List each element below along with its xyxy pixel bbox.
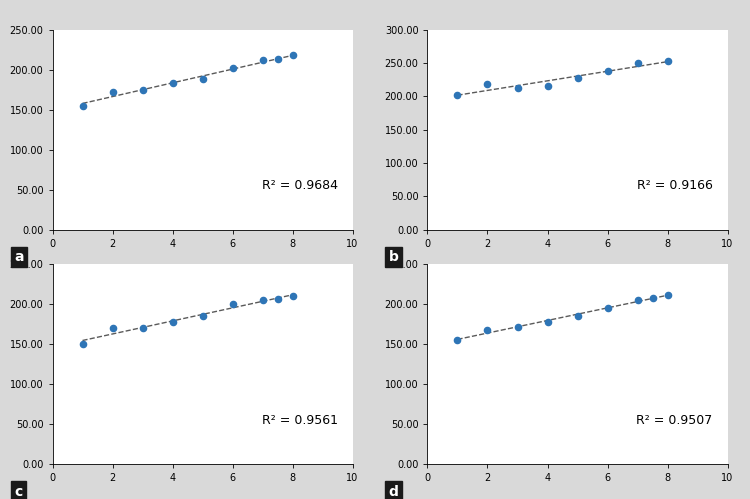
Text: c: c xyxy=(15,485,23,499)
Point xyxy=(136,324,148,332)
Point xyxy=(226,300,238,308)
Point xyxy=(452,336,464,344)
Point xyxy=(662,57,674,65)
Point xyxy=(256,56,268,64)
Point xyxy=(136,86,148,94)
Point xyxy=(286,51,298,59)
Point xyxy=(512,84,524,92)
Point xyxy=(662,291,674,299)
Text: R² = 0.9166: R² = 0.9166 xyxy=(637,179,712,192)
Point xyxy=(482,326,494,334)
Text: d: d xyxy=(388,485,399,499)
Point xyxy=(482,80,494,88)
Point xyxy=(512,323,524,331)
Point xyxy=(272,295,284,303)
Point xyxy=(76,340,88,348)
Point xyxy=(542,318,554,326)
Text: R² = 0.9507: R² = 0.9507 xyxy=(636,414,712,427)
Point xyxy=(196,75,208,83)
Point xyxy=(602,304,613,312)
Point xyxy=(632,296,644,304)
Point xyxy=(106,88,118,96)
Point xyxy=(256,296,268,304)
Text: b: b xyxy=(388,250,399,264)
Point xyxy=(542,82,554,90)
Text: a: a xyxy=(14,250,23,264)
Point xyxy=(226,64,238,72)
Point xyxy=(166,79,178,87)
Point xyxy=(76,102,88,110)
Point xyxy=(272,55,284,63)
Text: R² = 0.9561: R² = 0.9561 xyxy=(262,414,338,427)
Point xyxy=(646,294,658,302)
Point xyxy=(572,312,584,320)
Point xyxy=(602,67,613,75)
Text: R² = 0.9684: R² = 0.9684 xyxy=(262,179,338,192)
Point xyxy=(452,91,464,99)
Point xyxy=(632,59,644,67)
Point xyxy=(196,312,208,320)
Point xyxy=(286,292,298,300)
Point xyxy=(106,324,118,332)
Point xyxy=(166,318,178,326)
Point xyxy=(572,74,584,82)
